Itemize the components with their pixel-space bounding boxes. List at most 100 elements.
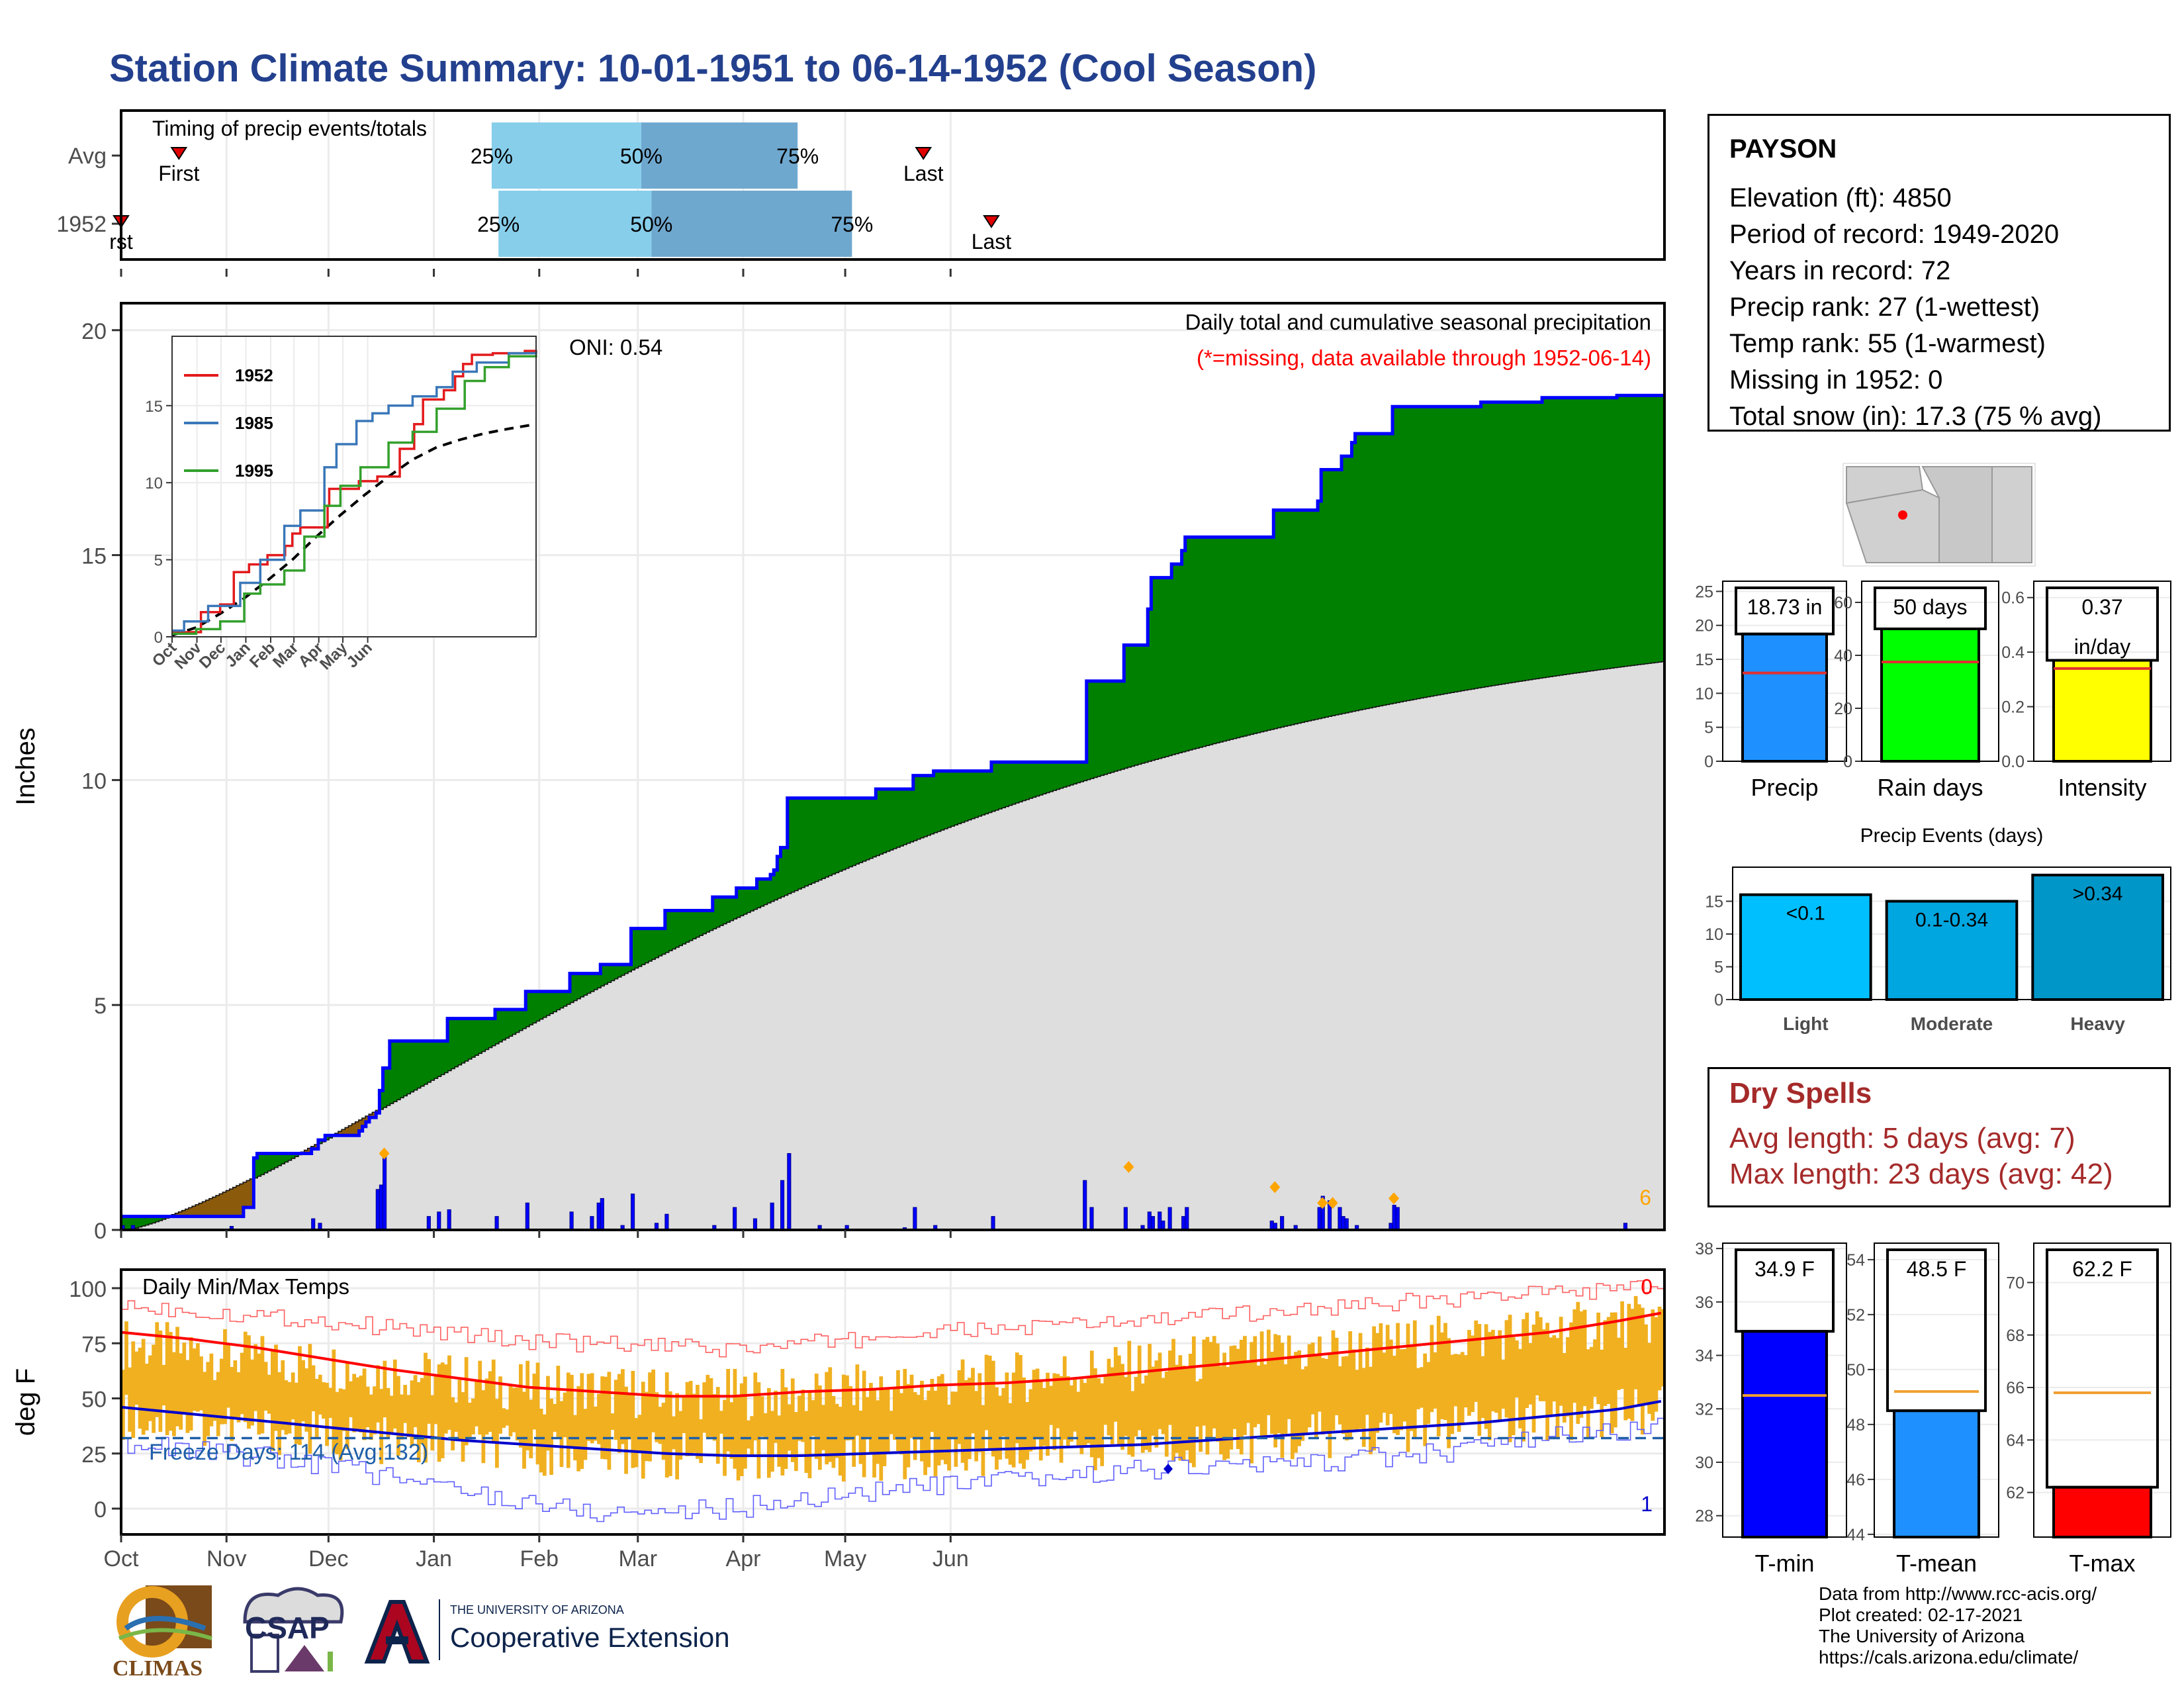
station-precip-rank: Precip rank: 27 (1-wettest) (1729, 293, 2040, 322)
daily-temp-bar (454, 1402, 459, 1432)
daily-temp-bar (1181, 1366, 1186, 1461)
mini-bar-value (1880, 628, 1980, 763)
ua-a-logo (364, 1600, 430, 1664)
daily-temp-bar (1019, 1354, 1023, 1464)
daily-temp-bar (1331, 1330, 1336, 1430)
daily-temp-bar (424, 1352, 428, 1463)
daily-temp-bar (1566, 1337, 1570, 1417)
daily-temp-bar (817, 1385, 822, 1470)
mini-y-tick-label: 32 (1695, 1400, 1713, 1419)
daily-temp-bar (664, 1372, 669, 1478)
daily-temp-bar (373, 1386, 377, 1434)
daily-precip-bar (1280, 1216, 1285, 1231)
daily-temp-bar (277, 1372, 282, 1456)
daily-temp-bar (1038, 1380, 1043, 1461)
daily-temp-bar (899, 1393, 904, 1455)
daily-temp-bar (128, 1367, 132, 1432)
mini-y-tick-label: 44 (1846, 1526, 1865, 1544)
daily-temp-bar (1117, 1355, 1121, 1446)
daily-temp-bar (906, 1383, 911, 1468)
daily-temp-bar (1375, 1333, 1380, 1433)
daily-temp-bar (1545, 1323, 1549, 1441)
daily-temp-bar (203, 1372, 207, 1446)
daily-temp-bar (964, 1380, 968, 1471)
temp-y-tick-label: 100 (69, 1277, 107, 1302)
daily-temp-bar (1491, 1329, 1495, 1412)
timing-event-label: Last (903, 162, 944, 185)
daily-temp-bar (236, 1372, 241, 1423)
inset-y-tick-label: 15 (145, 398, 163, 416)
daily-temp-bar (1409, 1344, 1414, 1431)
observed-cumulative-line (121, 393, 1664, 1219)
daily-precip-bar (1185, 1207, 1189, 1231)
inset-series-line (172, 352, 537, 632)
daily-temp-bar (1110, 1367, 1115, 1444)
daily-temp-bar (1477, 1324, 1482, 1436)
events-y-tick-label: 10 (1705, 925, 1723, 944)
daily-precip-bar (569, 1211, 574, 1231)
daily-temp-bar (1412, 1320, 1417, 1438)
credit-url: https://cals.arizona.edu/climate/ (1819, 1647, 2079, 1667)
mini-y-tick-label: 0.4 (2001, 643, 2025, 662)
daily-precip-bar (1161, 1220, 1165, 1231)
daily-temp-bar (495, 1399, 499, 1468)
daily-temp-bar (291, 1372, 295, 1420)
daily-temp-bar (814, 1374, 819, 1460)
daily-temp-bar (1263, 1364, 1267, 1437)
daily-temp-bar (1388, 1339, 1393, 1415)
daily-temp-bar (491, 1359, 496, 1444)
daily-temp-bar (661, 1403, 666, 1460)
daily-temp-bar (852, 1405, 856, 1467)
events-bar-label: >0.34 (2073, 883, 2123, 905)
mini-y-tick-label: 0.0 (2001, 753, 2025, 771)
daily-temp-bar (570, 1374, 574, 1448)
station-period: Period of record: 1949-2020 (1729, 220, 2060, 249)
daily-temp-bar (617, 1374, 621, 1453)
mini-y-tick-label: 28 (1695, 1507, 1713, 1526)
daily-temp-bar (747, 1420, 751, 1449)
daily-temp-bar (729, 1402, 734, 1459)
daily-precip-bar (664, 1213, 669, 1231)
daily-temp-bar (763, 1413, 768, 1440)
daily-temp-bar (1385, 1325, 1390, 1426)
daily-temp-bar (750, 1416, 754, 1456)
mini-y-tick-label: 0.2 (2001, 698, 2025, 717)
daily-temp-bar (420, 1378, 424, 1444)
snow-marker (379, 1147, 390, 1160)
daily-temp-bar (702, 1382, 707, 1433)
mini-y-tick-label: 15 (1695, 651, 1713, 669)
daily-temp-bar (1559, 1317, 1563, 1406)
temp-y-tick-label: 50 (81, 1387, 107, 1413)
daily-temp-bar (936, 1376, 941, 1466)
mini-bar-outline (1735, 1248, 1835, 1333)
daily-temp-bar (406, 1395, 411, 1437)
daily-temp-bar (627, 1393, 632, 1439)
daily-temp-bar (1525, 1313, 1529, 1409)
daily-temp-bar (216, 1372, 220, 1436)
daily-temp-bar (828, 1367, 833, 1462)
daily-temp-bar (362, 1368, 367, 1440)
daily-precip-bar (1167, 1207, 1172, 1231)
daily-temp-bar (311, 1365, 316, 1411)
daily-temp-bar (267, 1374, 271, 1414)
daily-temp-bar (971, 1368, 975, 1434)
daily-temp-bar (1280, 1342, 1285, 1458)
daily-precip-bar (1083, 1180, 1087, 1231)
mini-bar-value-label: 62.2 F (2072, 1257, 2132, 1281)
daily-precip-bar (494, 1216, 499, 1231)
temp-panel-title: Daily Min/Max Temps (142, 1274, 349, 1299)
daily-temp-bar (1195, 1381, 1199, 1427)
mini-bar-outline (1874, 586, 1987, 630)
daily-temp-bar (1022, 1377, 1026, 1469)
daily-temp-bar (464, 1357, 469, 1446)
mini-bar-value-label: 34.9 F (1754, 1257, 1815, 1281)
mini-bar-value-label: 50 days (1893, 595, 1967, 619)
daily-temp-bar (475, 1381, 478, 1427)
daily-temp-bar (1365, 1347, 1369, 1415)
daily-precip-bar (1089, 1207, 1094, 1231)
daily-temp-bar (535, 1362, 540, 1465)
daily-temp-bar (1267, 1329, 1271, 1415)
daily-temp-bar (192, 1348, 197, 1411)
daily-temp-bar (488, 1371, 492, 1432)
daily-temp-bar (1416, 1368, 1420, 1409)
